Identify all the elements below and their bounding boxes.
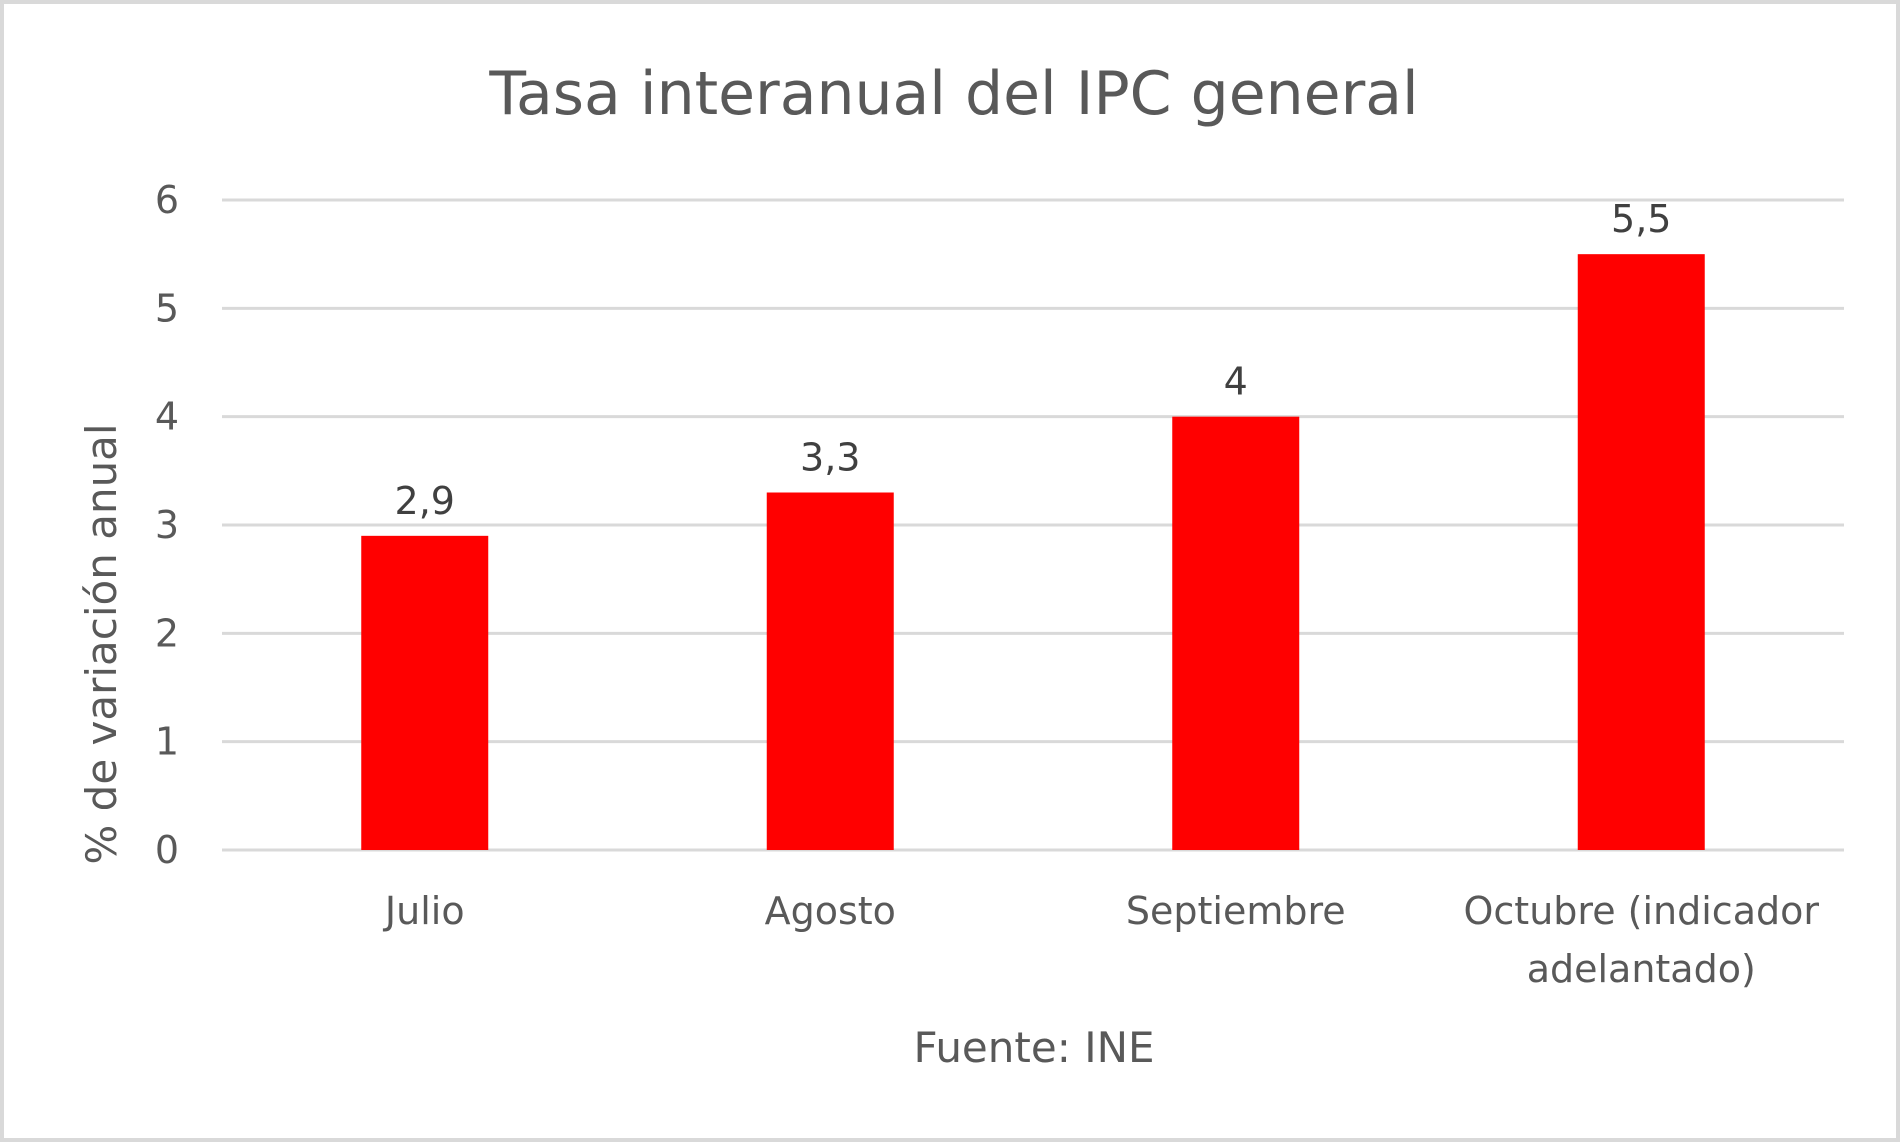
x-axis-title: Fuente: INE bbox=[913, 1023, 1154, 1072]
y-tick-label: 0 bbox=[155, 828, 179, 872]
data-labels: 2,9 3,3 4 5,5 bbox=[395, 197, 1672, 523]
y-tick-label: 6 bbox=[155, 178, 179, 222]
bar-chart: Tasa interanual del IPC general 0123456 … bbox=[77, 59, 1844, 1072]
x-category-label: Agosto bbox=[765, 889, 896, 933]
bar-2 bbox=[766, 492, 894, 850]
x-category-label: Julio bbox=[383, 889, 465, 933]
gridlines bbox=[222, 198, 1844, 852]
x-axis-categories: Julio Agosto Septiembre Octubre (indicador a… bbox=[383, 889, 1819, 991]
y-tick-label: 3 bbox=[155, 503, 179, 547]
bar-1 bbox=[361, 535, 489, 850]
y-tick-label: 2 bbox=[155, 611, 179, 655]
data-label: 2,9 bbox=[395, 479, 455, 523]
bars bbox=[361, 254, 1705, 850]
y-tick-label: 1 bbox=[155, 720, 179, 764]
x-category-label: Octubre (indicador bbox=[1464, 889, 1820, 933]
y-tick-label: 5 bbox=[155, 286, 179, 330]
data-label: 4 bbox=[1224, 360, 1248, 404]
y-tick-label: 4 bbox=[155, 395, 179, 439]
data-label: 5,5 bbox=[1611, 197, 1671, 241]
bar-3 bbox=[1172, 416, 1300, 850]
y-axis-ticks: 0 1 2 3 4 5 6 bbox=[155, 178, 179, 872]
data-label: 3,3 bbox=[800, 436, 860, 480]
bar-4 bbox=[1577, 254, 1705, 850]
y-axis-title: % de variación anual bbox=[77, 423, 126, 864]
chart-title: Tasa interanual del IPC general bbox=[488, 59, 1418, 129]
x-category-label: adelantado) bbox=[1527, 947, 1756, 991]
x-category-label: Septiembre bbox=[1126, 889, 1346, 933]
